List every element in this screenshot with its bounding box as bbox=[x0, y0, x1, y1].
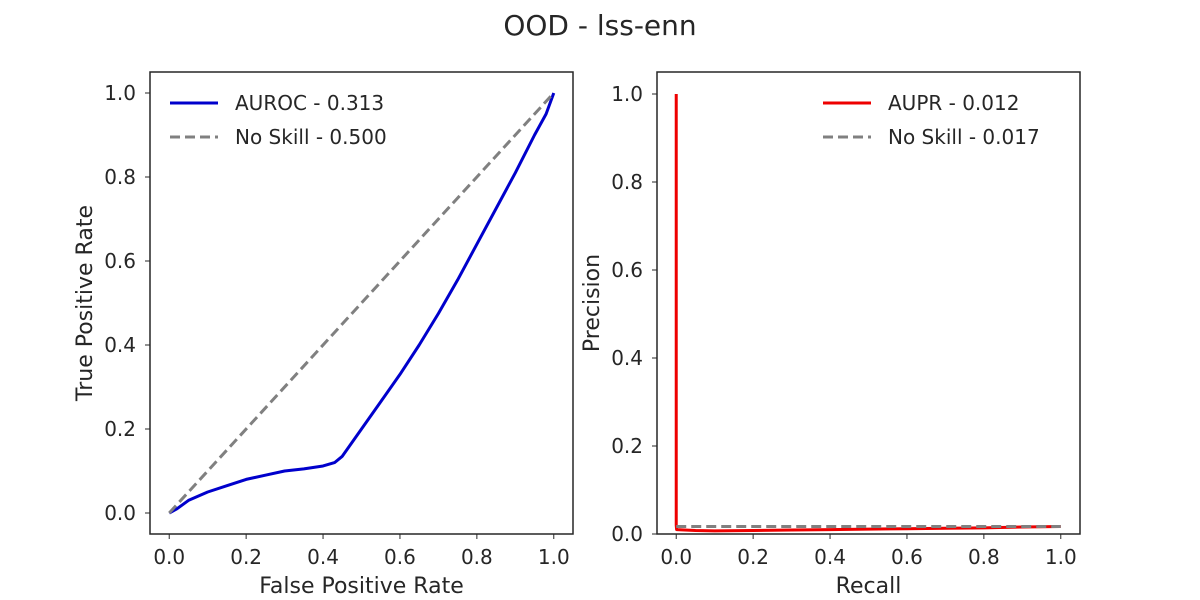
x-tick-label: 1.0 bbox=[538, 545, 570, 569]
x-axis-label: Recall bbox=[836, 574, 902, 599]
roc-panel: 0.0 0.2 0.4 0.6 0.8 1.0 0.0 0.2 0.4 0.6 0.8 1.0 Fals… bbox=[73, 71, 574, 599]
x-tick-label: 0.6 bbox=[891, 545, 923, 569]
x-tick-label: 0.8 bbox=[968, 545, 1000, 569]
legend: AUPR - 0.012 No Skill - 0.017 bbox=[823, 91, 1040, 149]
legend-label: AUROC - 0.313 bbox=[235, 91, 384, 115]
y-tick-label: 1.0 bbox=[104, 81, 136, 105]
y-axis-label: True Positive Rate bbox=[73, 205, 98, 402]
x-tick-label: 0.4 bbox=[307, 545, 339, 569]
plot-frame bbox=[656, 71, 1081, 535]
pr-panel: 0.0 0.2 0.4 0.6 0.8 1.0 0.0 0.2 0.4 0.6 0.8 1.0 Reca… bbox=[580, 71, 1081, 599]
x-tick-label: 0.8 bbox=[461, 545, 493, 569]
x-axis-label: False Positive Rate bbox=[259, 574, 463, 599]
y-tick-label: 0.6 bbox=[611, 258, 643, 282]
y-tick-label: 0.4 bbox=[611, 346, 643, 370]
legend-label: No Skill - 0.500 bbox=[235, 125, 387, 149]
y-tick-label: 0.2 bbox=[611, 434, 643, 458]
y-tick-label: 0.0 bbox=[104, 501, 136, 525]
y-tick-label: 0.4 bbox=[104, 333, 136, 357]
x-tick-label: 0.2 bbox=[230, 545, 262, 569]
x-tick-label: 0.0 bbox=[153, 545, 185, 569]
x-tick-label: 0.0 bbox=[660, 545, 692, 569]
x-tick-label: 0.2 bbox=[737, 545, 769, 569]
y-tick-label: 0.8 bbox=[104, 165, 136, 189]
x-tick-label: 0.4 bbox=[814, 545, 846, 569]
y-tick-label: 1.0 bbox=[611, 82, 643, 106]
y-axis-label: Precision bbox=[580, 254, 605, 352]
plot-frame bbox=[149, 71, 574, 535]
x-tick-label: 1.0 bbox=[1045, 545, 1077, 569]
series-line-1-0 bbox=[674, 94, 1061, 533]
y-tick-label: 0.2 bbox=[104, 417, 136, 441]
series-line-0-0 bbox=[168, 92, 556, 515]
legend: AUROC - 0.313 No Skill - 0.500 bbox=[170, 91, 387, 149]
y-tick-label: 0.8 bbox=[611, 170, 643, 194]
series-line-0-1 bbox=[168, 91, 555, 515]
y-tick-label: 0.0 bbox=[611, 522, 643, 546]
figure-title: OOD - lss-enn bbox=[503, 9, 696, 42]
legend-label: No Skill - 0.017 bbox=[888, 125, 1040, 149]
legend-label: AUPR - 0.012 bbox=[888, 91, 1019, 115]
x-tick-label: 0.6 bbox=[384, 545, 416, 569]
y-tick-label: 0.6 bbox=[104, 249, 136, 273]
